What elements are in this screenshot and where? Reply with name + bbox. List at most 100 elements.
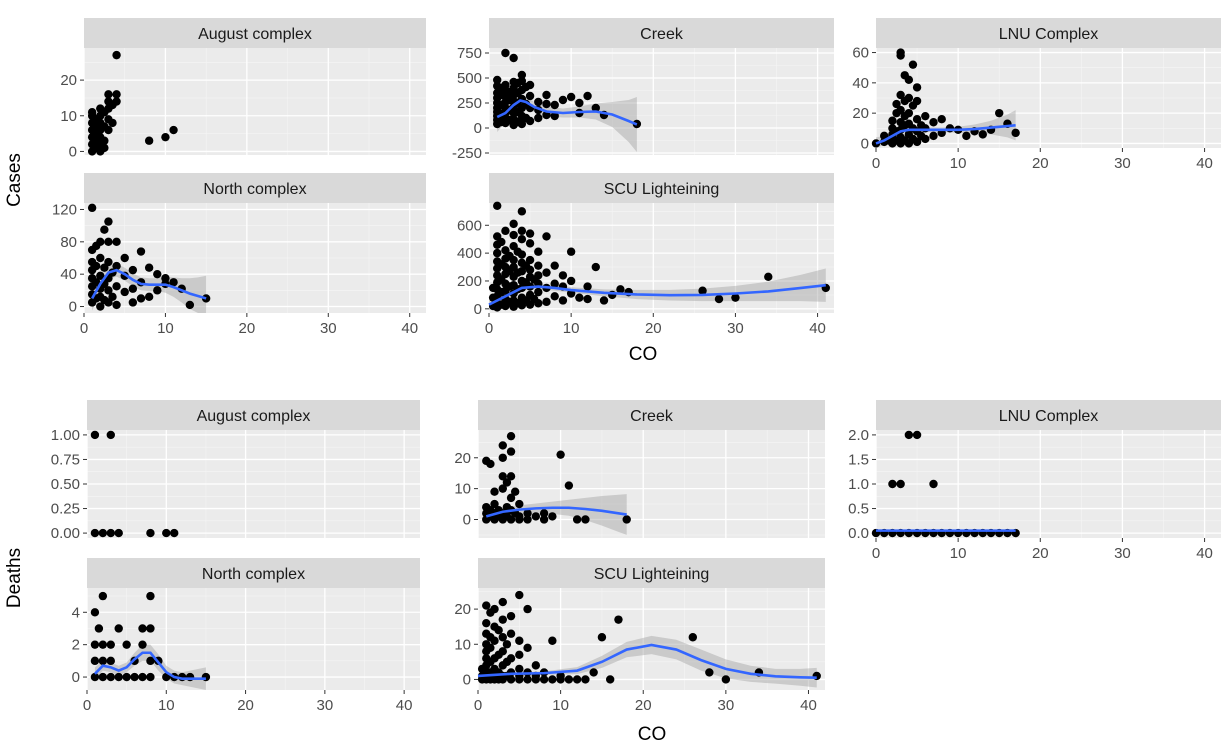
deaths-scu-lighteining-y-tick-label: 20 bbox=[454, 601, 471, 618]
deaths-scu-lighteining-point bbox=[589, 668, 598, 677]
cases-scu-lighteining-point bbox=[764, 272, 773, 281]
cases-north-complex-x-tick-label: 20 bbox=[239, 320, 256, 337]
deaths-creek-point bbox=[506, 515, 516, 524]
deaths-north-complex-smooth-line bbox=[93, 651, 206, 680]
deaths-north-complex-point bbox=[130, 672, 139, 682]
cases-north-complex-strip-title: North complex bbox=[203, 181, 306, 198]
deaths-august-complex-point bbox=[146, 528, 155, 538]
cases-august-complex-y-tick-label: 10 bbox=[60, 108, 77, 125]
cases-north-complex-point bbox=[100, 225, 109, 234]
cases-north-complex-point bbox=[161, 274, 170, 283]
deaths-august-complex-point bbox=[90, 430, 100, 440]
cases-scu-lighteining-point bbox=[509, 230, 518, 240]
cases-north-complex-point bbox=[104, 257, 113, 267]
deaths-creek-point bbox=[548, 512, 557, 521]
cases-y-axis-title: Cases bbox=[4, 153, 25, 207]
cases-scu-lighteining-smooth-line bbox=[488, 283, 826, 306]
deaths-scu-lighteining-point bbox=[482, 618, 491, 628]
cases-lnu-complex-point bbox=[945, 124, 955, 133]
cases-creek-y-tick-label: 750 bbox=[457, 45, 482, 62]
cases-scu-lighteining-point bbox=[517, 250, 527, 259]
deaths-north-complex-point bbox=[146, 656, 155, 666]
cases-lnu-complex-point bbox=[995, 108, 1004, 118]
deaths-north-complex-point bbox=[201, 672, 211, 682]
cases-lnu-complex-point bbox=[921, 111, 930, 121]
deaths-north-complex-y-tick-label: 0 bbox=[72, 669, 80, 686]
deaths-scu-lighteining-point bbox=[597, 633, 607, 642]
cases-north-complex-point bbox=[128, 298, 138, 307]
deaths-scu-lighteining-point bbox=[548, 636, 557, 645]
cases-scu-lighteining-point bbox=[542, 232, 551, 241]
deaths-scu-lighteining-point bbox=[614, 615, 623, 624]
cases-scu-lighteining-strip-title: SCU Lighteining bbox=[604, 181, 720, 198]
cases-august-complex-point bbox=[112, 90, 121, 99]
deaths-north-complex-point bbox=[98, 656, 108, 666]
cases-creek-point bbox=[575, 98, 584, 108]
deaths-north-complex-point bbox=[146, 591, 155, 601]
cases-august-complex-plot-area bbox=[84, 48, 426, 155]
cases-lnu-complex-point bbox=[929, 131, 938, 141]
deaths-north-complex-point bbox=[90, 656, 100, 666]
deaths-scu-lighteining-point bbox=[498, 647, 507, 656]
cases-scu-lighteining-confidence-band bbox=[489, 268, 826, 311]
deaths-creek-point bbox=[581, 515, 590, 524]
deaths-north-complex-point bbox=[98, 672, 108, 682]
deaths-y-axis-title: Deaths bbox=[4, 548, 25, 608]
deaths-august-complex-point bbox=[90, 528, 100, 538]
deaths-scu-lighteining-point bbox=[548, 675, 557, 684]
cases-creek-point bbox=[517, 70, 527, 80]
cases-creek-strip-title: Creek bbox=[640, 26, 684, 43]
deaths-north-complex-x-tick-label: 40 bbox=[396, 697, 413, 714]
cases-august-complex-point bbox=[104, 125, 113, 135]
deaths-august-complex-point bbox=[170, 528, 179, 538]
deaths-creek-point bbox=[515, 499, 524, 509]
cases-north-complex-point bbox=[96, 302, 105, 311]
deaths-scu-lighteining-point bbox=[498, 615, 507, 624]
deaths-scu-lighteining-point bbox=[531, 661, 541, 670]
cases-august-complex-point bbox=[169, 125, 178, 135]
deaths-scu-lighteining-point bbox=[523, 675, 532, 684]
deaths-creek-strip bbox=[478, 400, 825, 430]
deaths-lnu-complex-x-tick-label: 0 bbox=[872, 545, 880, 562]
cases-lnu-complex-smooth-line bbox=[875, 123, 1016, 145]
deaths-creek-point bbox=[523, 509, 532, 518]
cases-creek-point bbox=[534, 113, 543, 123]
cases-august-complex-y-tick-label: 0 bbox=[69, 143, 77, 160]
deaths-creek-y-tick-label: 20 bbox=[454, 450, 471, 467]
deaths-scu-lighteining-point bbox=[515, 590, 524, 600]
cases-x-axis-title: CO bbox=[629, 344, 658, 365]
cases-lnu-complex-x-tick-label: 0 bbox=[872, 155, 880, 172]
cases-creek-point bbox=[525, 80, 535, 90]
deaths-lnu-complex-panel: LNU Complex 0.0 0.5 1.0 1.5 2.0 0 10 20 30 40 bbox=[848, 400, 1221, 562]
cases-north-complex-panel: North complex 0 40 80 120 0 10 20 30 40 bbox=[52, 173, 426, 337]
deaths-north-complex-x-tick-label: 10 bbox=[158, 697, 175, 714]
cases-creek-point bbox=[591, 103, 600, 113]
deaths-august-complex-point bbox=[106, 430, 115, 440]
deaths-north-complex-point bbox=[122, 672, 131, 682]
cases-scu-lighteining-point bbox=[558, 271, 568, 280]
cases-lnu-complex-point bbox=[1011, 128, 1020, 138]
cases-north-complex-point bbox=[136, 294, 146, 303]
deaths-scu-lighteining-point bbox=[486, 643, 495, 652]
cases-scu-lighteining-y-tick-label: 600 bbox=[457, 217, 482, 234]
deaths-scu-lighteining-strip bbox=[478, 558, 825, 588]
cases-lnu-complex-x-tick-label: 20 bbox=[1032, 155, 1049, 172]
deaths-north-complex-strip bbox=[87, 558, 420, 588]
cases-lnu-complex-y-tick-label: 20 bbox=[852, 105, 869, 122]
deaths-scu-lighteining-y-tick-label: 10 bbox=[454, 636, 471, 653]
cases-scu-lighteining-point bbox=[501, 226, 510, 236]
cases-creek-point bbox=[517, 76, 527, 86]
cases-scu-lighteining-point bbox=[525, 229, 535, 238]
cases-scu-lighteining-point bbox=[517, 207, 527, 216]
cases-lnu-complex-y-tick-label: 60 bbox=[852, 45, 869, 62]
cases-lnu-complex-point bbox=[921, 124, 930, 133]
cases-scu-lighteining-point bbox=[534, 247, 543, 256]
cases-scu-lighteining-y-tick-label: 400 bbox=[457, 245, 482, 262]
cases-north-complex-y-tick-label: 0 bbox=[69, 299, 77, 316]
deaths-creek-point bbox=[506, 431, 516, 441]
cases-august-complex-y-tick-label: 20 bbox=[60, 72, 77, 89]
deaths-north-complex-point bbox=[114, 672, 123, 682]
deaths-scu-lighteining-point bbox=[539, 675, 549, 684]
cases-scu-lighteining-point bbox=[534, 287, 543, 297]
cases-scu-lighteining-point bbox=[583, 282, 592, 291]
